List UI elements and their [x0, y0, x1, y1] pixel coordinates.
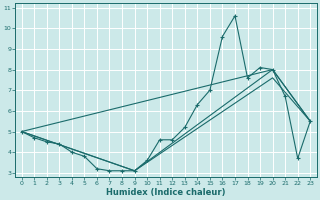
X-axis label: Humidex (Indice chaleur): Humidex (Indice chaleur) — [106, 188, 226, 197]
